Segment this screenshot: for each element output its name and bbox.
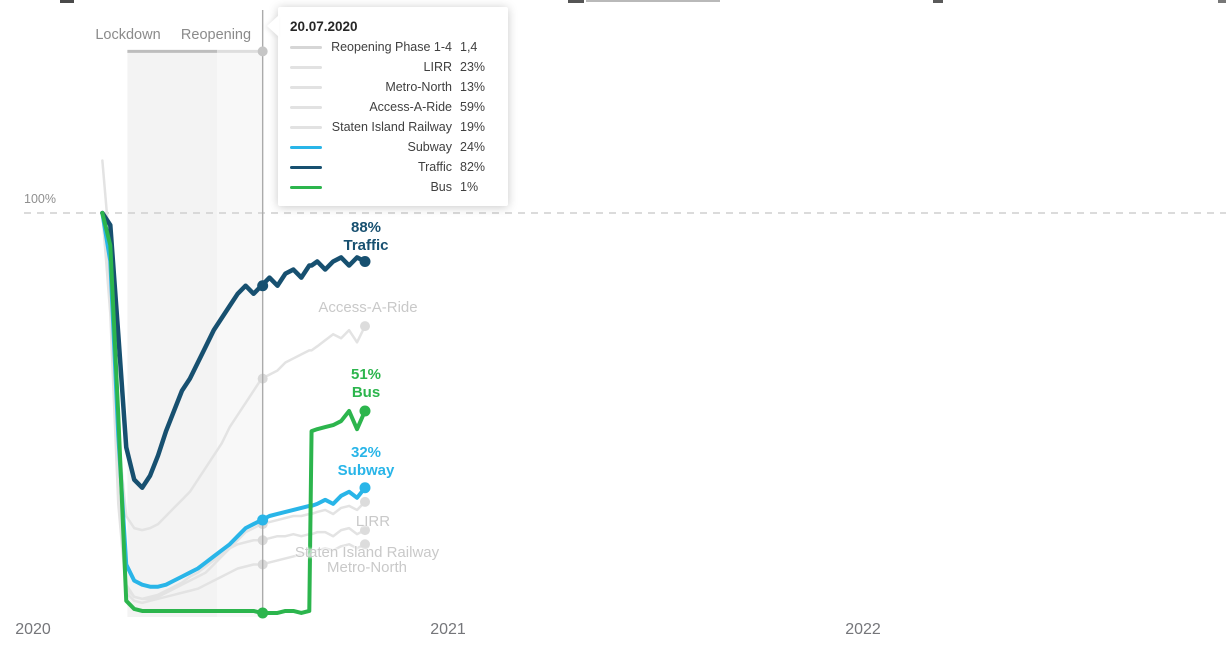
series-line-staten-island-railway bbox=[101, 211, 367, 601]
bus-name: Bus bbox=[351, 384, 381, 401]
series-line-bus bbox=[100, 211, 367, 615]
end-dot-lirr bbox=[360, 496, 370, 507]
tooltip-series-value: 13% bbox=[460, 80, 486, 94]
hover-dot-traffic bbox=[257, 280, 269, 292]
traffic-end-value: 88% bbox=[350, 219, 382, 236]
tooltip-series-label: Reopening Phase 1-4 bbox=[331, 40, 452, 54]
tooltip-series-value: 59% bbox=[460, 100, 486, 114]
subway-series-label: 32% Subway bbox=[338, 444, 395, 480]
bus-end-value: 51% bbox=[350, 366, 382, 383]
tooltip-series-value: 1,4 bbox=[460, 40, 478, 54]
tooltip-row-lirr: LIRR 23% bbox=[278, 57, 508, 77]
tooltip-row-traffic: Traffic 82% bbox=[278, 157, 508, 177]
clipped-text-fragment bbox=[60, 0, 74, 3]
reopening-band-label: Reopening bbox=[180, 27, 252, 43]
clipped-text-fragment bbox=[586, 0, 720, 2]
access-a-ride-swatch-icon bbox=[290, 105, 322, 109]
metro-north-series-label: Metro-North bbox=[326, 559, 408, 576]
tooltip-row-metro-north: Metro-North 13% bbox=[278, 77, 508, 97]
tooltip-series-label: Subway bbox=[407, 140, 452, 154]
tooltip-rows: Reopening Phase 1-4 1,4 LIRR 23% Metro-North… bbox=[278, 37, 508, 197]
traffic-name: Traffic bbox=[343, 237, 389, 254]
tooltip-row-bus: Bus 1% bbox=[278, 177, 508, 197]
tooltip-series-label: Bus bbox=[430, 180, 452, 194]
subway-swatch-icon bbox=[290, 145, 322, 149]
clipped-text-fragment bbox=[933, 0, 943, 3]
band-lockdown bbox=[127, 51, 218, 617]
metro-north-swatch-icon bbox=[290, 85, 322, 89]
x-tick-2022: 2022 bbox=[845, 621, 881, 638]
subway-name: Subway bbox=[337, 462, 395, 479]
tooltip-series-value: 23% bbox=[460, 60, 486, 74]
hover-dot-subway bbox=[257, 514, 269, 526]
end-dot-subway bbox=[359, 482, 371, 494]
traffic-swatch-icon bbox=[290, 165, 322, 169]
bus-swatch-icon bbox=[290, 185, 322, 189]
tooltip-series-value: 1% bbox=[460, 180, 479, 194]
tooltip-series-value: 82% bbox=[460, 160, 486, 174]
tooltip: 20.07.2020 Reopening Phase 1-4 1,4 LIRR 23%… bbox=[267, 7, 508, 206]
lirr-series-label: LIRR bbox=[355, 513, 391, 530]
tooltip-series-value: 24% bbox=[460, 140, 486, 154]
series-line-metro-north bbox=[101, 211, 367, 605]
tooltip-row-staten-island-railway: Staten Island Railway 19% bbox=[278, 117, 508, 137]
subway-end-value: 32% bbox=[350, 444, 382, 461]
tooltip-row-reopening-phase-1-4: Reopening Phase 1-4 1,4 bbox=[278, 37, 508, 57]
tooltip-arrow-icon bbox=[267, 15, 279, 37]
staten-island-railway-series-label: Staten Island Railway bbox=[294, 544, 440, 561]
traffic-series-label: 88% Traffic bbox=[343, 219, 388, 255]
end-dot-access-a-ride bbox=[360, 321, 370, 332]
tooltip-series-value: 19% bbox=[460, 120, 486, 134]
series-line-access-a-ride bbox=[101, 159, 367, 532]
series-line-traffic bbox=[100, 210, 368, 490]
bus-series-label: 51% Bus bbox=[351, 366, 381, 402]
tooltip-series-label: Metro-North bbox=[385, 80, 452, 94]
x-tick-2021: 2021 bbox=[430, 621, 466, 638]
hover-dot-reopening-phase bbox=[257, 46, 268, 57]
end-dot-staten-island-railway bbox=[360, 525, 370, 536]
lockdown-band-label: Lockdown bbox=[95, 27, 161, 43]
clipped-text-fragment bbox=[568, 0, 584, 3]
tooltip-series-label: Access-A-Ride bbox=[369, 100, 452, 114]
tooltip-series-label: Staten Island Railway bbox=[331, 120, 452, 134]
end-dot-traffic bbox=[359, 255, 371, 267]
staten-island-railway-swatch-icon bbox=[290, 125, 322, 129]
reopening-phase-1-4-swatch-icon bbox=[290, 45, 322, 49]
tooltip-series-label: Traffic bbox=[417, 160, 452, 174]
clipped-text-fragment bbox=[1218, 0, 1226, 3]
series-line-subway bbox=[100, 211, 367, 589]
end-dot-bus bbox=[359, 405, 371, 417]
tooltip-series-label: LIRR bbox=[423, 60, 452, 74]
series-line-lirr bbox=[101, 211, 367, 601]
x-tick-2020: 2020 bbox=[15, 621, 51, 638]
access-a-ride-series-label: Access-A-Ride bbox=[318, 299, 418, 316]
tooltip-row-subway: Subway 24% bbox=[278, 137, 508, 157]
tooltip-row-access-a-ride: Access-A-Ride 59% bbox=[278, 97, 508, 117]
y-axis-100-label: 100% bbox=[24, 192, 56, 206]
hover-dot-bus bbox=[257, 607, 269, 619]
lirr-swatch-icon bbox=[290, 65, 322, 69]
end-dot-metro-north bbox=[360, 539, 370, 550]
tooltip-date: 20.07.2020 bbox=[290, 19, 358, 34]
